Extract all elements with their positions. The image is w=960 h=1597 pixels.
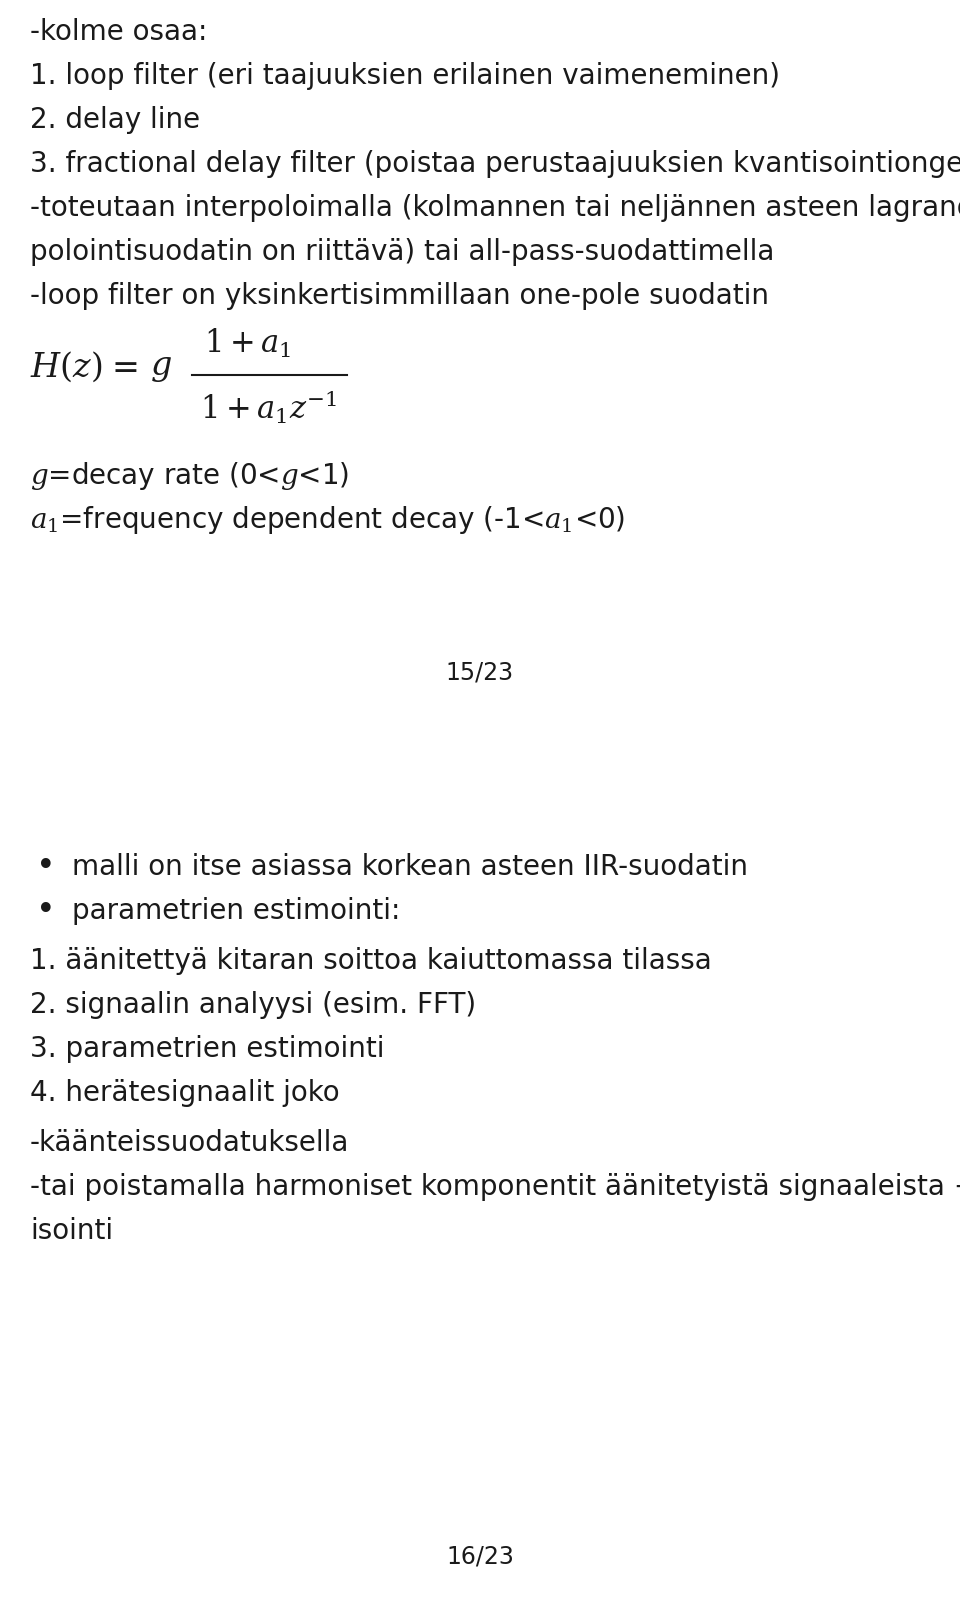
Text: 1. äänitettyä kitaran soittoa kaiuttomassa tilassa: 1. äänitettyä kitaran soittoa kaiuttomas… (30, 947, 711, 976)
Text: parametrien estimointi:: parametrien estimointi: (72, 898, 400, 925)
Text: $a_1$=frequency dependent decay (-1<$a_1$<0): $a_1$=frequency dependent decay (-1<$a_1… (30, 505, 625, 537)
Text: -loop filter on yksinkertisimmillaan one-pole suodatin: -loop filter on yksinkertisimmillaan one… (30, 283, 769, 310)
Text: 1. loop filter (eri taajuuksien erilainen vaimeneminen): 1. loop filter (eri taajuuksien erilaine… (30, 62, 780, 89)
Text: $g$=decay rate (0<$g$<1): $g$=decay rate (0<$g$<1) (30, 460, 349, 492)
Text: 2. signaalin analyysi (esim. FFT): 2. signaalin analyysi (esim. FFT) (30, 992, 476, 1019)
Text: -tai poistamalla harmoniset komponentit äänitetyistä signaaleista +ekval-: -tai poistamalla harmoniset komponentit … (30, 1174, 960, 1201)
Text: 3. parametrien estimointi: 3. parametrien estimointi (30, 1035, 385, 1064)
Text: -toteutaan interpoloimalla (kolmannen tai neljännen asteen lagrange inter-: -toteutaan interpoloimalla (kolmannen ta… (30, 193, 960, 222)
Text: malli on itse asiassa korkean asteen IIR-suodatin: malli on itse asiassa korkean asteen IIR… (72, 853, 748, 882)
Text: polointisuodatin on riittävä) tai all-pass-suodattimella: polointisuodatin on riittävä) tai all-pa… (30, 238, 775, 267)
Text: •: • (36, 894, 56, 928)
Text: 3. fractional delay filter (poistaa perustaajuuksien kvantisointiongelman): 3. fractional delay filter (poistaa peru… (30, 150, 960, 177)
Text: -käänteissuodatuksella: -käänteissuodatuksella (30, 1129, 349, 1156)
Text: 4. herätesignaalit joko: 4. herätesignaalit joko (30, 1080, 340, 1107)
Text: 15/23: 15/23 (446, 660, 514, 684)
Text: 16/23: 16/23 (446, 1544, 514, 1568)
Text: -kolme osaa:: -kolme osaa: (30, 18, 207, 46)
Text: 2. delay line: 2. delay line (30, 105, 200, 134)
Text: •: • (36, 851, 56, 883)
Text: $1 + a_1$: $1 + a_1$ (204, 327, 291, 359)
Text: $=$: $=$ (105, 350, 137, 383)
Text: $1 + a_1 z^{-1}$: $1 + a_1 z^{-1}$ (200, 388, 337, 426)
Text: isointi: isointi (30, 1217, 113, 1246)
Text: $H(z)$: $H(z)$ (30, 350, 103, 385)
Text: $g$: $g$ (150, 350, 172, 383)
